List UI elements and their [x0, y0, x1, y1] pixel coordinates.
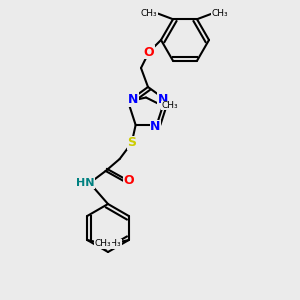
- Text: N: N: [150, 121, 161, 134]
- Text: HN: HN: [76, 178, 95, 188]
- Text: N: N: [128, 93, 138, 106]
- Text: CH₃: CH₃: [105, 239, 122, 248]
- Text: O: O: [123, 175, 134, 188]
- Text: CH₃: CH₃: [94, 239, 111, 248]
- Text: CH₃: CH₃: [141, 9, 157, 18]
- Text: S: S: [127, 136, 136, 149]
- Text: O: O: [144, 46, 154, 59]
- Text: CH₃: CH₃: [212, 9, 228, 18]
- Text: N: N: [158, 93, 168, 106]
- Text: CH₃: CH₃: [162, 101, 178, 110]
